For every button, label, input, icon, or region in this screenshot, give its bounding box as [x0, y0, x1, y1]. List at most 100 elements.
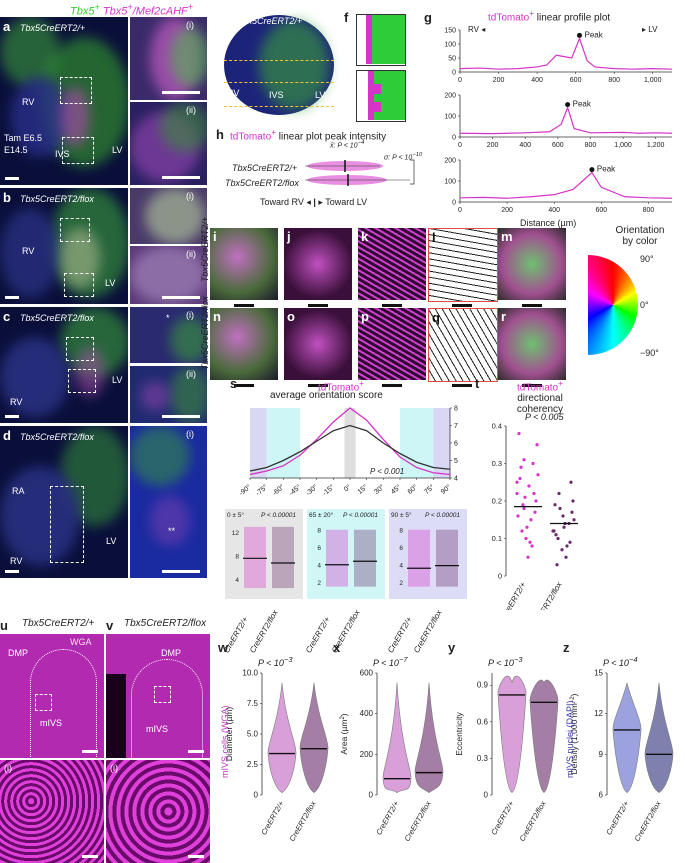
- y-tick-label: 4: [235, 577, 239, 584]
- scale-bar: [522, 304, 542, 307]
- x-tick-label: 800: [608, 77, 620, 84]
- panel-z-side-label: mIVS nuclei (DAPI): [565, 700, 575, 778]
- y-tick-label: 0: [452, 70, 456, 77]
- scale-bar: [82, 855, 98, 858]
- orientation-panel-label: j: [287, 229, 291, 244]
- x-tick-label: -60°: [271, 483, 286, 498]
- panel-c-lv: LV: [112, 375, 123, 385]
- data-point: [562, 525, 566, 529]
- x-tick-label: 600: [570, 77, 582, 84]
- box-pval: P < 0.00001: [343, 512, 378, 519]
- panel-h-stat-sd: σ: P < 10−10: [384, 152, 423, 162]
- orientation-panel-k: k: [358, 228, 426, 300]
- y-tick-label: 100: [444, 42, 456, 49]
- peak-label: Peak: [584, 30, 603, 39]
- panel-d-label: d: [3, 428, 11, 443]
- data-point: [571, 499, 575, 503]
- y-tick-label: 0: [484, 791, 489, 800]
- y-tick-label: 2.5: [247, 760, 259, 769]
- orientation-panel-label: l: [432, 230, 436, 245]
- group-label: CreERT2/flox: [248, 608, 280, 655]
- panel-g-chart: 0 50 100 150 0 200 400 600 800 1,000 Peak 0 100 200 0 2…: [444, 25, 673, 214]
- panel-a-genotype: Tbx5CreERT2/+: [20, 23, 86, 33]
- y-tick-label: 0: [369, 791, 374, 800]
- panel-h-row2: Tbx5CreERT2/flox: [225, 178, 299, 188]
- data-point: [532, 491, 536, 496]
- panel-s-pval: P < 0.001: [370, 467, 404, 476]
- data-point: [557, 491, 561, 496]
- orientation-panel-n: n: [210, 308, 278, 380]
- panel-u-wga: WGA: [70, 637, 92, 647]
- data-point: [522, 458, 526, 462]
- panel-u-genotype: Tbx5CreERT2/+: [22, 618, 95, 629]
- violin-1: [644, 682, 674, 793]
- x-tick-label: 90°: [439, 483, 452, 496]
- data-point: [564, 555, 568, 559]
- x-tick-label: 800: [643, 207, 655, 214]
- y-tick-label: 7: [454, 423, 458, 430]
- panel-z-label: z: [563, 640, 570, 655]
- data-point: [553, 503, 557, 507]
- panel-u-label: u: [0, 618, 8, 633]
- panel-v-dmp: DMP: [161, 648, 181, 658]
- y-tick-label: 7.5: [247, 699, 259, 708]
- panel-c-rv: RV: [10, 397, 23, 407]
- data-point: [530, 544, 534, 548]
- panel-s-title: tdTomato+: [318, 378, 365, 394]
- panel-c-star: *: [166, 313, 170, 323]
- scatter-cloud: [408, 529, 430, 587]
- x-tick-label: 75°: [423, 483, 436, 496]
- group-label: CreERT2/flox: [412, 608, 444, 655]
- panel-e-image: e Tbx5CreERT2/+ RV IVS LV: [219, 10, 339, 120]
- x-tick-label: 15°: [356, 483, 369, 496]
- data-point: [517, 431, 521, 436]
- y-tick-label: 9: [599, 750, 604, 759]
- x-tick-label: 0: [458, 142, 462, 149]
- panel-y-pval: P < 10−3: [488, 655, 523, 668]
- y-axis-label: Area (µm2): [339, 713, 349, 754]
- panel-a-e145: E14.5: [4, 145, 28, 155]
- x-tick-label: 600: [595, 207, 607, 214]
- panel-d-ra: RA: [12, 486, 25, 496]
- panel-b-image: b Tbx5CreERT2/flox RV LV: [0, 188, 128, 304]
- data-point: [535, 443, 539, 447]
- data-point: [518, 476, 522, 481]
- data-point: [558, 506, 562, 511]
- group-label: CreERT2/+: [259, 799, 286, 837]
- panel-e-rv: RV: [227, 88, 240, 98]
- group-label: CreERT2/flox: [402, 799, 432, 843]
- panel-a-ivs: IVS: [55, 149, 70, 159]
- panel-e-lv: LV: [315, 90, 326, 100]
- data-point: [570, 510, 574, 514]
- y-tick-label: 100: [444, 114, 456, 121]
- panel-b-label: b: [3, 190, 11, 205]
- scale-bar: [188, 750, 204, 753]
- panel-c-zoom-i: (i) *: [130, 307, 207, 363]
- group-label: CreERT2/+: [386, 615, 414, 655]
- data-point: [529, 518, 533, 522]
- violin-0: [267, 682, 297, 793]
- panel-b-zoom-ii: (ii): [130, 246, 207, 304]
- y-tick-label: 0.1: [492, 534, 502, 543]
- panel-h-toward: Toward RV ◂ | ▸ Toward LV: [260, 197, 368, 207]
- x-tick-label: -90°: [238, 483, 253, 498]
- violin-1: [299, 682, 329, 793]
- orientation-panel-r: r: [498, 308, 566, 380]
- violin-1: [529, 679, 559, 793]
- y-axis-label: Eccentricity: [454, 712, 464, 756]
- box-label: 65 ± 20°: [309, 511, 334, 519]
- y-tick-label: 8: [454, 406, 458, 413]
- panel-w-side-label: mIVS cells (WGA): [220, 705, 230, 778]
- figure-header: Tbx5+ Tbx5+/Mef2cAHF+: [70, 2, 194, 18]
- y-tick-label: 12: [232, 530, 240, 537]
- data-point: [531, 461, 535, 466]
- lv-label: ▸ LV: [642, 25, 658, 34]
- y-tick-label: 100: [444, 179, 456, 186]
- panel-b-sub-ii: (ii): [186, 249, 196, 259]
- data-point: [533, 510, 537, 514]
- y-tick-label: 400: [360, 709, 374, 718]
- x-tick-label: 1,000: [614, 142, 632, 149]
- orientation-panel-label: q: [432, 310, 440, 325]
- group-label: CreERT2/+: [500, 580, 528, 610]
- panel-a-rv: RV: [22, 97, 35, 107]
